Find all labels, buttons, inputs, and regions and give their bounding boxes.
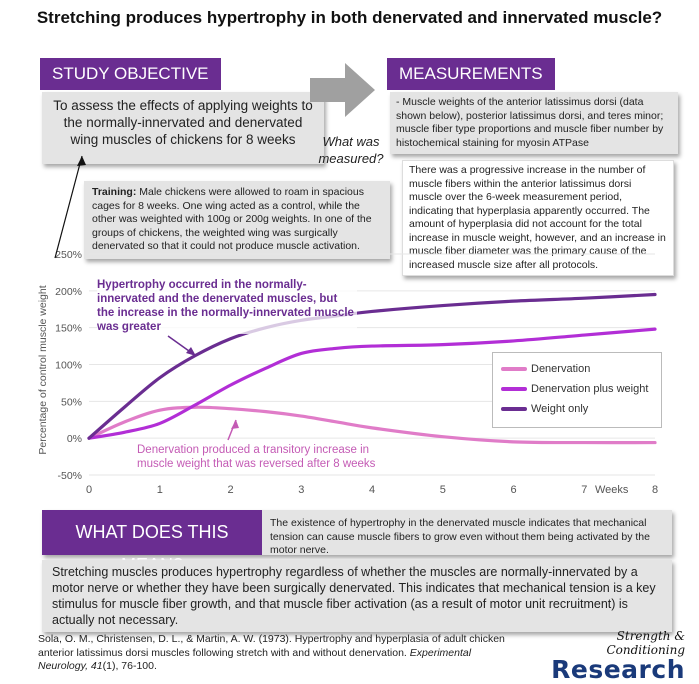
y-tick-label: 50% [61,396,82,408]
logo-line1: Strength & Conditioning [606,629,685,657]
measurements-header: MEASUREMENTS [387,58,555,90]
logo-line2: Research [551,655,685,684]
training-box: Training: Male chickens were allowed to … [84,181,390,259]
x-tick-label: 7 [581,484,587,496]
study-objective-text: To assess the effects of applying weight… [42,92,324,164]
citation-journal: Experimental Neurology, 41 [38,646,472,673]
x-tick-label: 5 [440,484,446,496]
legend-item: Denervation plus weight [501,379,653,399]
y-tick-label: 250% [55,249,82,261]
legend-swatch [501,367,527,371]
study-objective-header: STUDY OBJECTIVE [40,58,221,90]
x-axis-label: Weeks [595,484,629,496]
series-line-denervation-plus-weight [87,327,657,440]
hyperplasia-note: There was a progressive increase in the … [402,160,674,276]
x-tick-label: 8 [652,484,658,496]
y-axis-label: Percentage of control muscle weight [37,285,49,454]
denervation-annotation: Denervation produced a transitory increa… [137,443,377,471]
y-tick-label: 0% [67,433,82,445]
right-arrow-icon [310,63,375,117]
x-tick-label: 4 [369,484,375,496]
legend-label: Denervation [531,363,591,375]
line-chart: -50% 0% 50% 100% 150% 200% 250% 0 1 2 3 4 5 6 7 8 Perc… [37,249,658,496]
citation-rest: (1), 76-100. [102,660,157,672]
x-tick-label: 3 [298,484,304,496]
training-text: Male chickens were allowed to roam in sp… [92,186,372,252]
x-tick-label: 6 [510,484,516,496]
measurements-text: - Muscle weights of the anterior latissi… [390,92,678,154]
logo: Strength & Conditioning Research [535,629,685,683]
legend-swatch [501,407,527,411]
citation: Sola, O. M., Christensen, D. L., & Marti… [38,633,518,674]
page-title: Stretching produces hypertrophy in both … [36,8,663,27]
meaning-header: WHAT DOES THIS MEAN? [42,510,262,575]
hypertrophy-annotation: Hypertrophy occurred in the normally-inn… [97,278,357,334]
meaning-side-text: The existence of hypertrophy in the dene… [270,517,650,556]
y-tick-label: -50% [57,470,82,482]
meaning-body: Stretching muscles produces hypertrophy … [42,560,672,632]
legend-label: Denervation plus weight [531,383,649,395]
what-measured-label: What was measured? [318,134,384,166]
y-tick-label: 100% [55,360,82,372]
y-tick-label: 200% [55,286,82,298]
x-tick-label: 2 [227,484,233,496]
citation-text: Sola, O. M., Christensen, D. L., & Marti… [38,633,505,659]
legend-swatch [501,387,527,391]
training-label: Training: [92,186,137,198]
x-tick-label: 0 [86,484,92,496]
x-tick-label: 1 [157,484,163,496]
chart-legend: Denervation Denervation plus weight Weight… [492,352,662,428]
legend-item: Denervation [501,359,653,379]
series-line-denervation [87,405,657,445]
legend-item: Weight only [501,399,653,419]
legend-label: Weight only [531,403,589,415]
y-tick-label: 150% [55,323,82,335]
